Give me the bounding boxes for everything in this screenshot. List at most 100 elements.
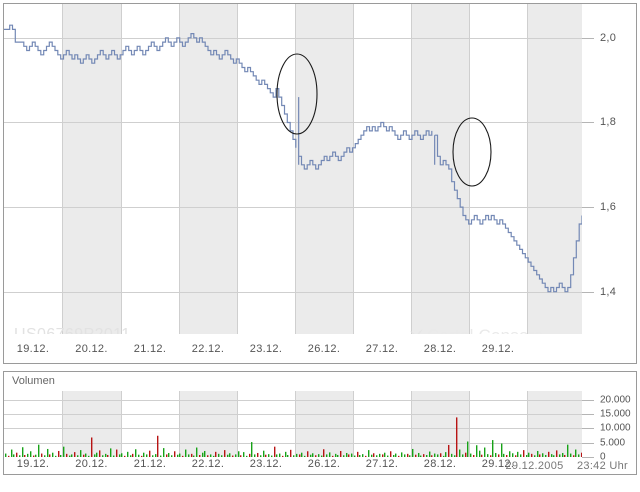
vertical-gridline bbox=[295, 391, 296, 457]
volume-bar bbox=[415, 454, 417, 457]
volume-bar bbox=[487, 454, 489, 457]
volume-bar bbox=[185, 449, 187, 457]
day-band bbox=[411, 391, 469, 457]
volume-bar bbox=[63, 446, 65, 457]
volume-bar bbox=[71, 454, 73, 457]
volume-bar bbox=[368, 450, 370, 457]
volume-bar bbox=[567, 444, 569, 457]
volume-bar bbox=[523, 450, 525, 457]
day-band bbox=[527, 391, 582, 457]
volume-bar bbox=[177, 454, 179, 457]
volume-bar bbox=[503, 453, 505, 457]
volume-y-axis-label: 5.000 bbox=[600, 437, 626, 449]
vertical-gridline bbox=[179, 4, 180, 334]
x-axis-label: 23.12. bbox=[249, 343, 283, 355]
volume-bar bbox=[166, 454, 168, 457]
volume-bar bbox=[537, 450, 539, 457]
volume-bar bbox=[102, 455, 104, 457]
volume-bar bbox=[315, 455, 317, 457]
day-band bbox=[179, 4, 237, 334]
volume-bar bbox=[484, 447, 486, 457]
volume-bar bbox=[58, 450, 60, 457]
volume-bar bbox=[215, 451, 217, 457]
horizontal-gridline bbox=[4, 443, 582, 444]
volume-bar bbox=[398, 455, 400, 457]
volume-bar bbox=[335, 453, 337, 457]
volume-bar bbox=[174, 451, 176, 457]
volume-bar bbox=[517, 451, 519, 457]
volume-bar bbox=[199, 454, 201, 457]
volume-y-axis-label: 0 bbox=[600, 451, 606, 463]
day-band bbox=[295, 391, 353, 457]
footer-time: 23:42 Uhr bbox=[576, 460, 628, 472]
volume-bar bbox=[490, 455, 492, 457]
x-axis-label: 22.12. bbox=[191, 343, 225, 355]
volume-bar bbox=[179, 453, 181, 457]
volume-bar bbox=[481, 454, 483, 457]
volume-bar bbox=[221, 455, 223, 457]
volume-bar bbox=[193, 455, 195, 457]
y-tick-mark bbox=[582, 38, 594, 39]
x-axis-label: 26.12. bbox=[307, 343, 341, 355]
price-line bbox=[4, 24, 582, 293]
volume-bar bbox=[431, 455, 433, 457]
volume-bar bbox=[296, 453, 298, 457]
vertical-gridline bbox=[353, 391, 354, 457]
volume-bar bbox=[8, 455, 10, 457]
volume-bar bbox=[348, 454, 350, 457]
volume-bar bbox=[210, 454, 212, 457]
volume-bar bbox=[91, 437, 93, 457]
volume-bar bbox=[293, 455, 295, 457]
volume-y-axis-label: 10.000 bbox=[600, 422, 631, 434]
day-band bbox=[179, 391, 237, 457]
volume-bar bbox=[559, 454, 561, 457]
volume-bar bbox=[132, 453, 134, 457]
volume-bar bbox=[509, 451, 511, 457]
volume-bar bbox=[304, 455, 306, 457]
ellipse-annotations bbox=[276, 53, 492, 187]
day-bands bbox=[4, 4, 582, 334]
volume-bar bbox=[443, 455, 445, 457]
volume-bar bbox=[542, 453, 544, 457]
volume-bar bbox=[387, 455, 389, 457]
vertical-gridline bbox=[179, 391, 180, 457]
price-x-axis: 19.12. 20.12. 21.12. 22.12. 23.12. 26.12. 27.1… bbox=[4, 334, 582, 363]
annotation-ellipse-gap-down-23-12 bbox=[276, 53, 318, 135]
volume-bar bbox=[423, 454, 425, 457]
volume-bar bbox=[323, 449, 325, 457]
volume-bar bbox=[204, 450, 206, 457]
volume-bar bbox=[382, 454, 384, 457]
volume-bar bbox=[238, 451, 240, 457]
volume-bar bbox=[329, 452, 331, 457]
volume-bar bbox=[157, 435, 159, 457]
price-plot-area[interactable]: US06769P2011 Cortal Consors bbox=[4, 4, 582, 334]
volume-x-axis-label: 23.12. bbox=[249, 458, 283, 470]
vertical-gridline bbox=[121, 391, 122, 457]
volume-bar bbox=[332, 455, 334, 457]
volume-x-axis-label: 29.12. bbox=[481, 458, 515, 470]
volume-bar bbox=[299, 454, 301, 457]
volume-bar bbox=[340, 450, 342, 457]
volume-bar bbox=[249, 453, 251, 457]
volume-bar bbox=[384, 452, 386, 457]
volume-bar bbox=[44, 455, 46, 457]
volume-bar bbox=[526, 454, 528, 457]
vertical-gridline bbox=[469, 4, 470, 334]
volume-bar bbox=[107, 454, 109, 457]
volume-y-tick-mark bbox=[582, 414, 594, 415]
vertical-gridline bbox=[121, 4, 122, 334]
volume-bar bbox=[251, 442, 253, 457]
price-line-series bbox=[4, 24, 582, 293]
annotation-ellipse-gap-down-28-12 bbox=[452, 117, 492, 187]
volume-bar bbox=[99, 450, 101, 457]
volume-bar bbox=[321, 455, 323, 457]
volume-y-tick-mark bbox=[582, 428, 594, 429]
volume-bar bbox=[393, 454, 395, 457]
volume-plot-area[interactable] bbox=[4, 391, 582, 457]
volume-bar bbox=[85, 453, 87, 457]
volume-bar bbox=[243, 452, 245, 457]
footer-date: 29.12.2005 bbox=[505, 460, 564, 472]
volume-bar bbox=[146, 454, 148, 457]
volume-bar bbox=[229, 453, 231, 457]
volume-bar bbox=[310, 454, 312, 457]
